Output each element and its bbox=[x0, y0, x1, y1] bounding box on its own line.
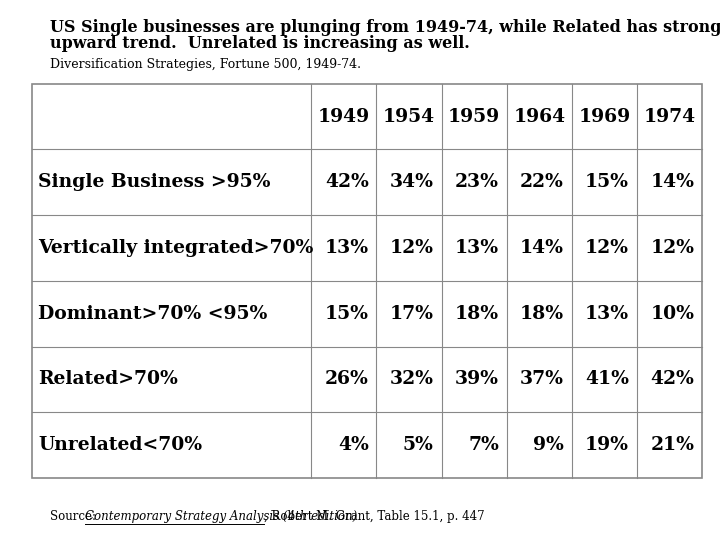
Text: 41%: 41% bbox=[585, 370, 629, 388]
Text: 13%: 13% bbox=[455, 239, 499, 257]
Text: Unrelated<70%: Unrelated<70% bbox=[38, 436, 202, 454]
Text: 9%: 9% bbox=[533, 436, 564, 454]
Text: 23%: 23% bbox=[455, 173, 499, 191]
Bar bbox=[32, 84, 702, 478]
Text: 1969: 1969 bbox=[578, 107, 631, 126]
Text: 34%: 34% bbox=[390, 173, 433, 191]
Text: upward trend.  Unrelated is increasing as well.: upward trend. Unrelated is increasing as… bbox=[50, 35, 470, 52]
Text: 39%: 39% bbox=[455, 370, 499, 388]
Text: 18%: 18% bbox=[455, 305, 499, 322]
Text: US Single businesses are plunging from 1949-74, while Related has strong: US Single businesses are plunging from 1… bbox=[50, 19, 720, 36]
Text: 37%: 37% bbox=[520, 370, 564, 388]
Text: 32%: 32% bbox=[390, 370, 433, 388]
Text: Single Business >95%: Single Business >95% bbox=[38, 173, 271, 191]
Text: 10%: 10% bbox=[650, 305, 694, 322]
Text: 12%: 12% bbox=[390, 239, 433, 257]
Text: , Robert M. Grant, Table 15.1, p. 447: , Robert M. Grant, Table 15.1, p. 447 bbox=[264, 510, 484, 523]
Text: Dominant>70% <95%: Dominant>70% <95% bbox=[38, 305, 268, 322]
Text: Contemporary Strategy Analysis (4th edition): Contemporary Strategy Analysis (4th edit… bbox=[85, 510, 357, 523]
Text: 1974: 1974 bbox=[644, 107, 696, 126]
Text: 14%: 14% bbox=[520, 239, 564, 257]
Text: 12%: 12% bbox=[650, 239, 694, 257]
Text: 15%: 15% bbox=[585, 173, 629, 191]
Text: 13%: 13% bbox=[325, 239, 369, 257]
Text: 17%: 17% bbox=[390, 305, 433, 322]
Text: 22%: 22% bbox=[520, 173, 564, 191]
Text: 15%: 15% bbox=[325, 305, 369, 322]
Text: 19%: 19% bbox=[585, 436, 629, 454]
Text: 13%: 13% bbox=[585, 305, 629, 322]
Text: 5%: 5% bbox=[403, 436, 433, 454]
Text: 21%: 21% bbox=[650, 436, 694, 454]
Text: 1964: 1964 bbox=[513, 107, 565, 126]
Text: 14%: 14% bbox=[650, 173, 694, 191]
Text: 42%: 42% bbox=[650, 370, 694, 388]
Text: Diversification Strategies, Fortune 500, 1949-74.: Diversification Strategies, Fortune 500,… bbox=[50, 58, 361, 71]
Text: 4%: 4% bbox=[338, 436, 369, 454]
Text: Source:: Source: bbox=[50, 510, 104, 523]
Text: 12%: 12% bbox=[585, 239, 629, 257]
Text: Related>70%: Related>70% bbox=[38, 370, 178, 388]
Text: Vertically integrated>70%: Vertically integrated>70% bbox=[38, 239, 313, 257]
Text: 1959: 1959 bbox=[448, 107, 500, 126]
Text: 1954: 1954 bbox=[383, 107, 435, 126]
Text: 42%: 42% bbox=[325, 173, 369, 191]
Text: 1949: 1949 bbox=[318, 107, 370, 126]
Text: 18%: 18% bbox=[520, 305, 564, 322]
Text: 7%: 7% bbox=[468, 436, 499, 454]
Text: 26%: 26% bbox=[325, 370, 369, 388]
